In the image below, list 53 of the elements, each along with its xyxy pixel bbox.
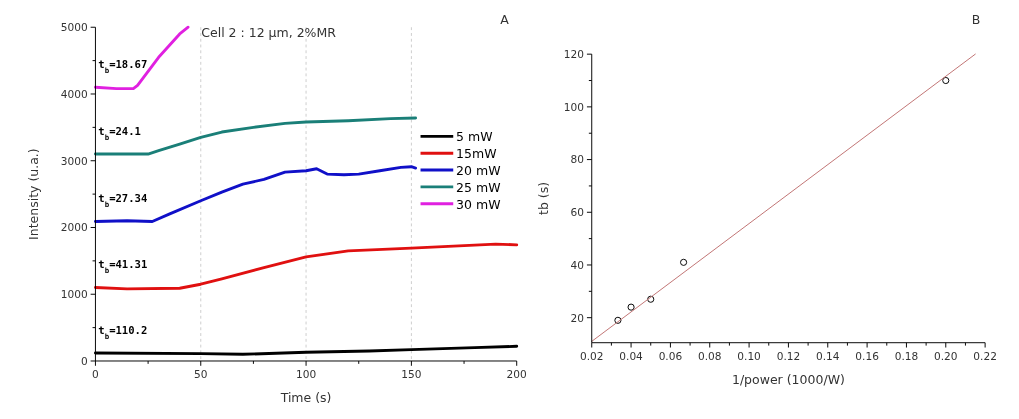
y-tick-label: 1000 — [60, 288, 89, 301]
x-tick-label: 0.06 — [658, 350, 683, 363]
y-axis-title: tb (s) — [536, 181, 552, 215]
line-series — [93, 116, 418, 156]
annotation: t$_{b}$=18.67 — [98, 58, 148, 75]
x-tick-label: 50 — [194, 368, 208, 381]
y-axis-title: Intensity (u.a.) — [25, 148, 41, 240]
annotation: t$_{b}$=41.31 — [98, 258, 148, 275]
text: B — [971, 12, 981, 28]
line-series — [93, 25, 190, 91]
y-tick-label: 3000 — [60, 154, 89, 167]
legend-label: 15mW — [456, 146, 497, 162]
x-tick-label: 150 — [401, 368, 422, 381]
y-tick-label: 100 — [563, 100, 585, 113]
legend-label: 20 mW — [456, 162, 501, 178]
y-tick-label: 20 — [570, 311, 585, 324]
legend-label: 5 mW — [456, 129, 493, 145]
legend-label: 25 mW — [456, 179, 501, 195]
x-tick-label: 0.08 — [697, 350, 722, 363]
annotation: t$_{b}$=24.1 — [98, 124, 141, 142]
y-tick-label: 120 — [563, 48, 585, 61]
annotation: t$_{b}$=110.2 — [98, 323, 148, 341]
x-tick-label: 0.14 — [816, 350, 840, 363]
line-series — [93, 242, 519, 291]
point — [627, 303, 635, 311]
point — [942, 76, 950, 85]
x-tick-label: 100 — [295, 368, 317, 381]
x-tick-label: 0.10 — [737, 350, 762, 363]
y-tick-label: 60 — [570, 206, 585, 219]
point — [614, 316, 622, 324]
x-axis-title: Time (s) — [279, 390, 332, 406]
x-tick-label: 0.12 — [776, 350, 801, 363]
y-tick-label: 5000 — [60, 21, 89, 34]
line-series — [93, 165, 418, 223]
chart-title: Cell 2 : 12 µm, 2%MR — [201, 24, 337, 40]
x-tick-label: 200 — [506, 368, 528, 381]
y-tick-label: 4000 — [60, 87, 89, 100]
point — [680, 258, 688, 266]
x-tick-label: 0.22 — [973, 350, 997, 363]
x-tick-label: 0.02 — [579, 350, 604, 363]
annotation: A — [500, 12, 510, 28]
annotation: t$_{b}$=27.34 — [98, 192, 148, 209]
x-tick-label: 0 — [92, 368, 100, 381]
y-tick-label: 40 — [570, 258, 585, 271]
point — [647, 295, 655, 303]
x-tick-label: 0.16 — [855, 350, 880, 363]
x-tick-label: 0.20 — [934, 350, 958, 363]
legend-label: 30 mW — [456, 196, 501, 212]
y-tick-label: 2000 — [60, 221, 89, 234]
y-tick-label: 80 — [570, 153, 585, 166]
x-axis-title: 1/power (1000/W) — [731, 372, 845, 388]
x-tick-label: 0.18 — [894, 350, 919, 363]
x-tick-label: 0.04 — [619, 350, 644, 363]
